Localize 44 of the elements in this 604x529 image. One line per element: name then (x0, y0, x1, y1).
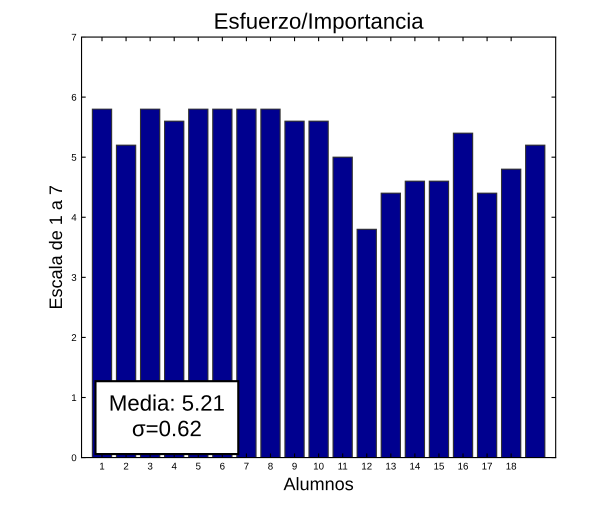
bar (452, 132, 474, 458)
x-tick-label: 3 (148, 462, 152, 470)
bar (356, 228, 377, 458)
x-tick-label: 14 (410, 462, 420, 470)
bar (404, 180, 426, 458)
x-tick-label: 12 (362, 462, 372, 470)
bar (284, 120, 305, 458)
bar (236, 108, 257, 458)
x-tick-label: 11 (338, 462, 348, 470)
x-tick-label: 5 (196, 462, 201, 470)
x-tick-label: 18 (506, 462, 516, 470)
bar (428, 180, 450, 458)
x-tick-label: 13 (386, 462, 396, 470)
x-tick-label: 4 (172, 462, 177, 470)
y-axis-title: Escala de 1 a 7 (48, 186, 62, 308)
annotation: σ=0.62 (132, 420, 201, 436)
y-tick-label: 6 (72, 94, 76, 101)
x-tick-label: 17 (482, 462, 492, 470)
x-tick-label: 9 (292, 462, 297, 470)
y-tick-label: 4 (71, 214, 76, 221)
y-tick-label: 1 (72, 394, 76, 402)
x-tick-label: 8 (268, 462, 273, 470)
x-tick-label: 1 (100, 462, 104, 470)
x-tick-label: 15 (434, 462, 444, 470)
x-tick-label: 6 (220, 462, 225, 470)
y-tick-label: 7 (72, 34, 76, 41)
y-tick-label: 2 (72, 334, 76, 341)
x-tick-label: 10 (314, 462, 324, 470)
bar (380, 192, 401, 458)
bar (260, 108, 281, 458)
bar (500, 168, 522, 458)
bar (525, 144, 546, 458)
x-axis-title: Alumnos (284, 477, 354, 490)
chart-title: Esfuerzo/Importancia (215, 12, 424, 34)
x-tick-label: 7 (244, 462, 249, 470)
annotation: Media: 5.21 (110, 394, 224, 411)
y-tick-label: 3 (72, 274, 76, 281)
x-tick-label: 2 (124, 462, 128, 470)
bar (332, 156, 353, 458)
bar (476, 192, 498, 458)
bar (308, 120, 329, 458)
x-tick-label: 16 (458, 462, 468, 470)
y-tick-label: 0 (72, 454, 76, 462)
y-tick-label: 5 (72, 154, 76, 161)
